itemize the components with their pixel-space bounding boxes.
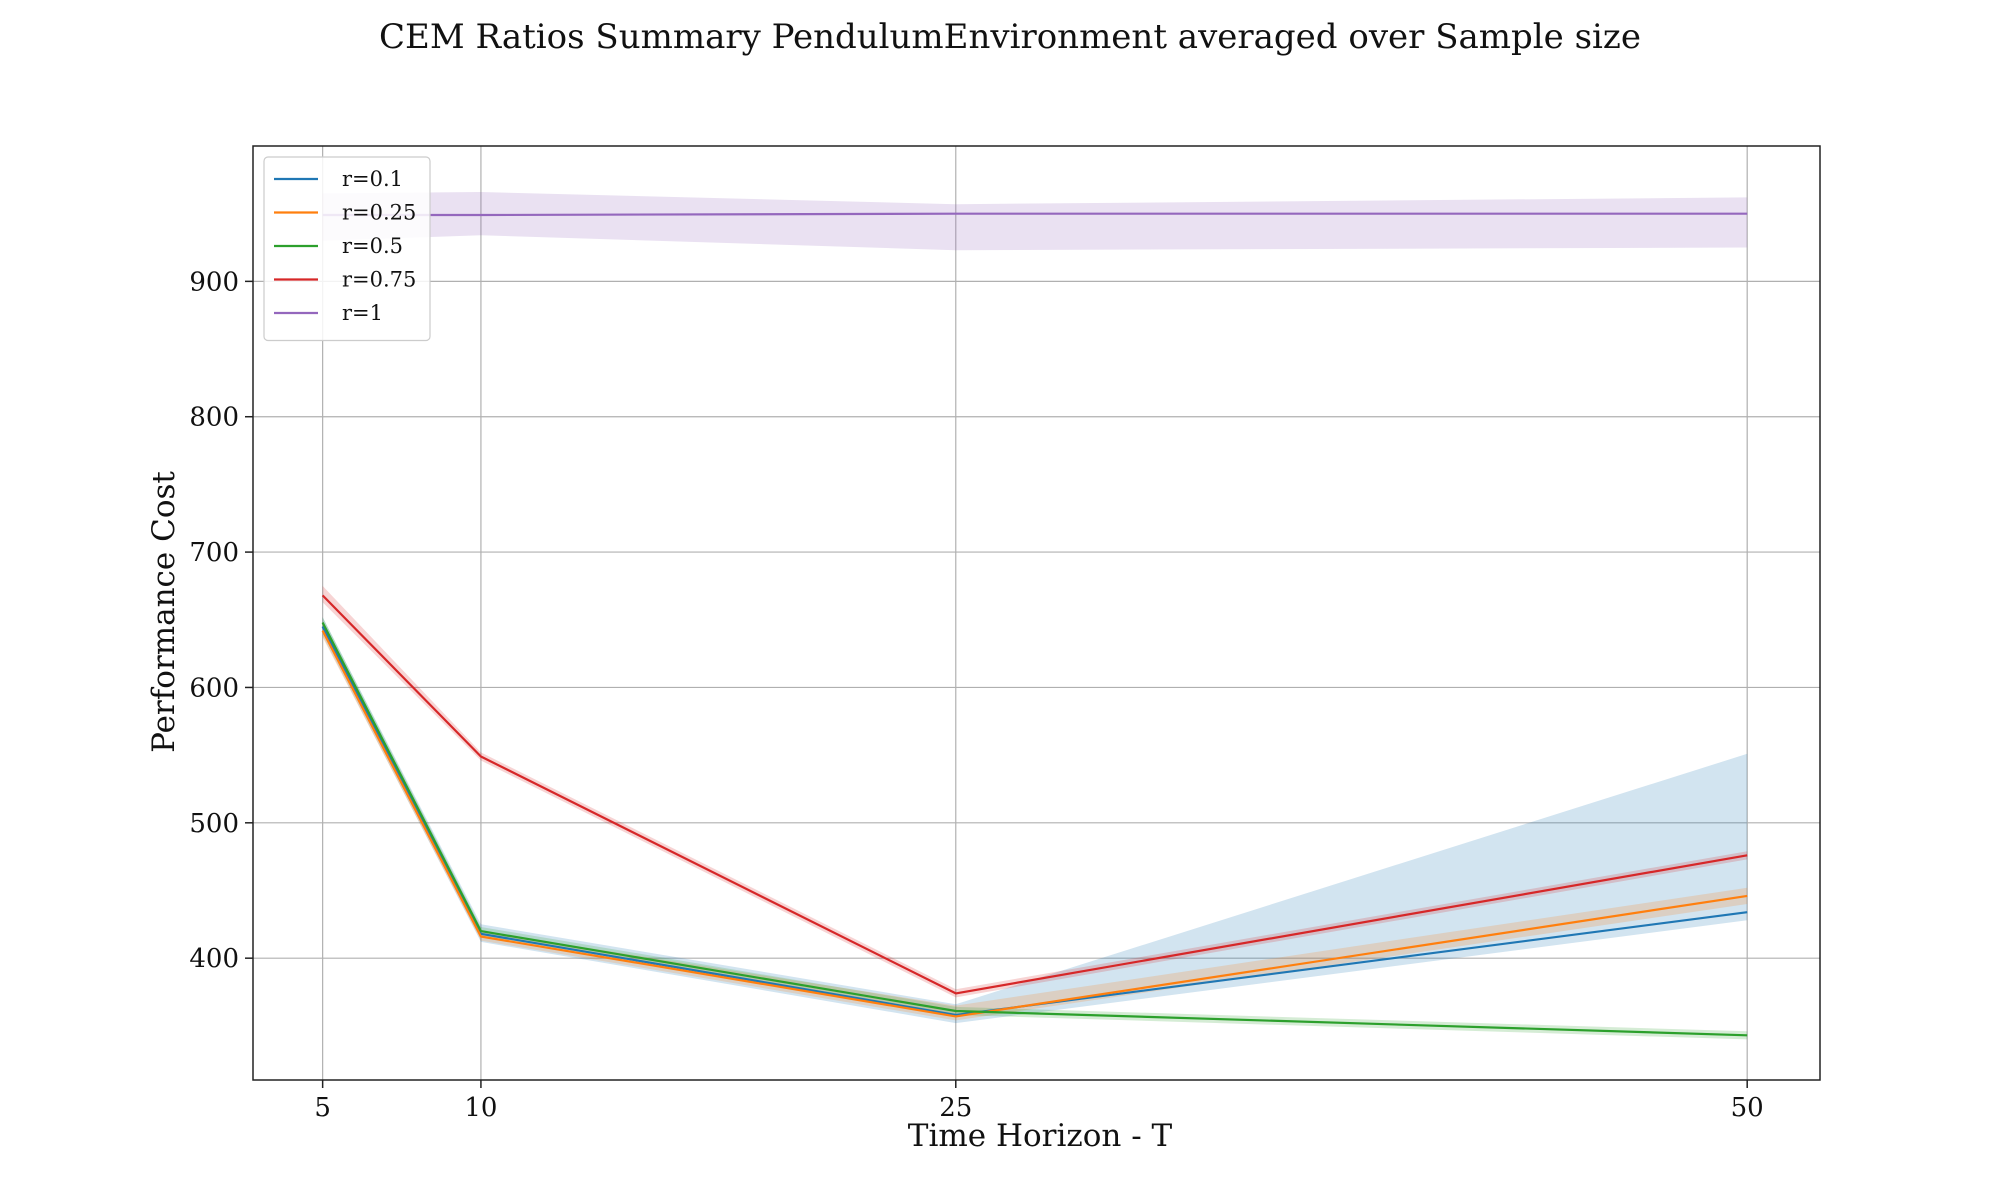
chart-title: CEM Ratios Summary PendulumEnvironment a… (379, 17, 1641, 57)
series-line-r=0.5 (321, 621, 1748, 1037)
legend-label: r=1 (342, 301, 383, 325)
y-tick-label: 500 (189, 809, 239, 839)
y-axis-label: Performance Cost (146, 471, 182, 753)
x-tick-label: 10 (464, 1093, 497, 1123)
legend: r=0.1 r=0.25 r=0.5 r=0.75 r=1 (263, 156, 431, 342)
band-r=1 (322, 192, 1748, 251)
x-axis-label: Time Horizon - T (908, 1118, 1173, 1154)
legend-label: r=0.75 (342, 268, 416, 292)
y-tick-label: 900 (189, 267, 239, 297)
legend-label: r=0.1 (342, 167, 403, 191)
x-tick-label: 25 (939, 1093, 972, 1123)
y-tick-label: 600 (189, 673, 239, 703)
x-axis-ticks: 5 10 25 50 (314, 1080, 1764, 1123)
series-lines (321, 212, 1748, 1037)
y-axis-ticks: 400 500 600 700 800 900 (189, 267, 253, 974)
confidence-bands (322, 192, 1748, 1040)
legend-box (263, 156, 431, 342)
plot-frame (252, 145, 1821, 1081)
y-tick-label: 400 (189, 944, 239, 974)
series-line-r=0.75 (321, 594, 1748, 995)
grid (253, 146, 1820, 1080)
series-line-r=0.1 (321, 625, 1748, 1017)
legend-label: r=0.25 (342, 201, 416, 225)
legend-label: r=0.5 (342, 234, 403, 258)
x-tick-label: 5 (314, 1093, 331, 1123)
y-tick-label: 800 (189, 403, 239, 433)
band-r=0.1 (322, 617, 1748, 1024)
y-tick-label: 700 (189, 538, 239, 568)
x-tick-label: 50 (1731, 1093, 1764, 1123)
series-line-r=0.25 (321, 630, 1748, 1018)
